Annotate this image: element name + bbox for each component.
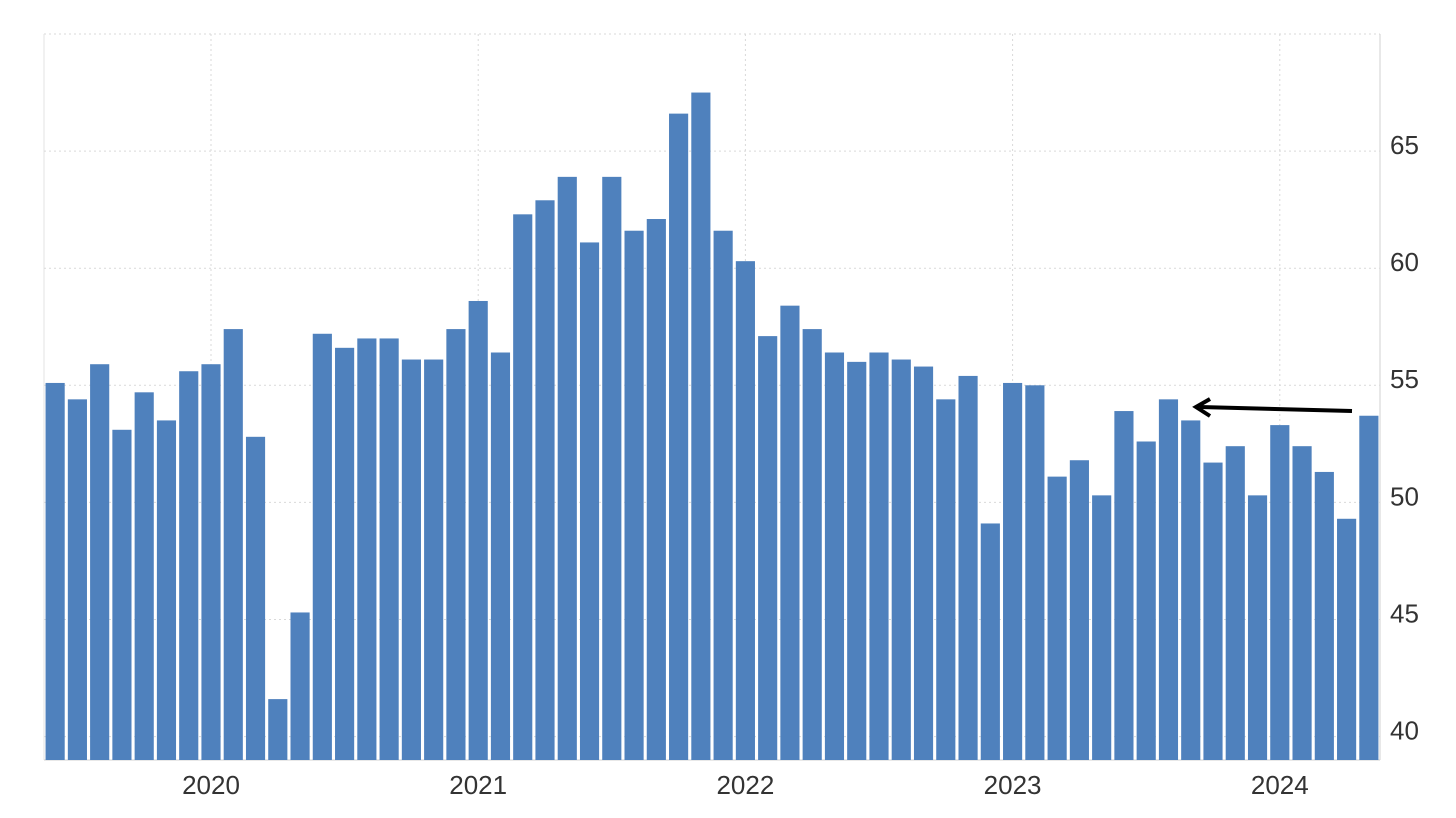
bar xyxy=(90,364,110,760)
bar xyxy=(602,176,622,761)
bar xyxy=(1337,518,1357,760)
bar xyxy=(713,230,733,760)
bar xyxy=(891,359,911,760)
bar xyxy=(1003,382,1023,760)
x-tick-label: 2022 xyxy=(716,770,774,800)
bar xyxy=(1247,495,1268,760)
bar xyxy=(424,359,444,760)
bars xyxy=(45,92,1379,761)
bar xyxy=(268,699,288,760)
bar xyxy=(824,352,845,760)
x-tick-label: 2020 xyxy=(182,770,240,800)
y-tick-label: 45 xyxy=(1390,598,1419,628)
bar xyxy=(1203,462,1223,760)
bar xyxy=(490,352,511,760)
x-tick-label: 2024 xyxy=(1251,770,1309,800)
y-tick-label: 65 xyxy=(1390,130,1419,160)
bar xyxy=(1359,415,1379,760)
bar xyxy=(691,92,711,760)
y-tick-label: 55 xyxy=(1390,364,1419,394)
bar xyxy=(958,375,978,760)
x-tick-label: 2021 xyxy=(449,770,507,800)
bar xyxy=(1270,425,1290,760)
bar xyxy=(379,338,399,760)
bar xyxy=(735,261,755,760)
bar xyxy=(1181,420,1201,760)
arrow-head xyxy=(1192,397,1212,418)
bar xyxy=(446,329,466,760)
y-tick-label: 60 xyxy=(1390,247,1419,277)
bar xyxy=(45,382,65,760)
bar xyxy=(1314,471,1334,760)
bar xyxy=(780,305,800,760)
bar xyxy=(980,523,1000,760)
bar xyxy=(1136,441,1156,760)
bar xyxy=(290,612,310,760)
y-tick-label: 40 xyxy=(1390,715,1419,745)
bar xyxy=(67,399,87,760)
bar xyxy=(468,300,488,760)
bar xyxy=(1225,446,1245,760)
bar xyxy=(579,242,600,760)
arrow-annotation xyxy=(1192,397,1353,418)
bar xyxy=(1292,446,1312,760)
bar xyxy=(1158,399,1179,760)
bar xyxy=(401,359,421,760)
bar xyxy=(312,333,332,760)
bar xyxy=(1114,411,1134,760)
bar xyxy=(535,200,555,761)
arrow-shaft xyxy=(1199,405,1353,413)
bar xyxy=(669,113,689,761)
bar xyxy=(847,361,867,760)
bar xyxy=(1047,476,1067,760)
bar xyxy=(646,219,666,760)
bar xyxy=(869,352,889,760)
bar xyxy=(1069,460,1089,760)
bar xyxy=(156,420,177,760)
x-tick-label: 2023 xyxy=(984,770,1042,800)
bar xyxy=(201,364,221,760)
bar xyxy=(936,399,956,760)
bar xyxy=(112,429,132,760)
bar xyxy=(1092,495,1112,760)
bar xyxy=(624,230,644,760)
bar xyxy=(179,371,199,760)
bar xyxy=(357,338,377,760)
bar xyxy=(513,214,533,760)
bar xyxy=(802,329,822,760)
bar xyxy=(134,392,154,760)
bar xyxy=(1025,385,1045,760)
bar xyxy=(913,366,934,760)
bar xyxy=(758,336,778,760)
bar xyxy=(245,436,266,760)
y-tick-label: 50 xyxy=(1390,481,1419,511)
bar xyxy=(335,347,355,760)
bar xyxy=(223,329,243,760)
bar xyxy=(557,176,577,761)
